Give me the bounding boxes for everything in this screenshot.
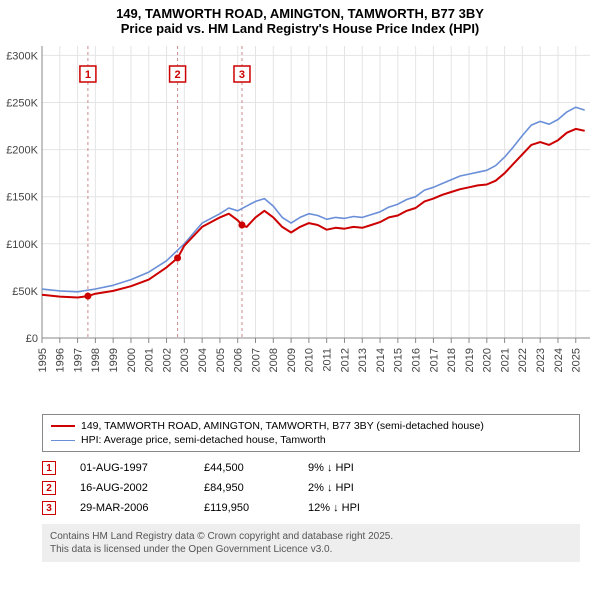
legend-label: 149, TAMWORTH ROAD, AMINGTON, TAMWORTH, …	[81, 420, 484, 432]
svg-text:£250K: £250K	[6, 98, 38, 110]
svg-text:1996: 1996	[55, 348, 67, 372]
figure-container: 149, TAMWORTH ROAD, AMINGTON, TAMWORTH, …	[0, 0, 600, 562]
sale-diff: 12% ↓ HPI	[308, 502, 388, 514]
svg-text:£150K: £150K	[6, 192, 38, 204]
svg-text:1998: 1998	[90, 348, 102, 372]
svg-text:1: 1	[85, 69, 91, 81]
sales-table: 1 01-AUG-1997 £44,500 9% ↓ HPI 2 16-AUG-…	[42, 458, 580, 518]
svg-text:2007: 2007	[250, 348, 262, 372]
footer-line: This data is licensed under the Open Gov…	[50, 543, 572, 556]
svg-text:2019: 2019	[464, 348, 476, 372]
svg-text:3: 3	[239, 69, 245, 81]
svg-text:2005: 2005	[215, 348, 227, 372]
title-block: 149, TAMWORTH ROAD, AMINGTON, TAMWORTH, …	[0, 0, 600, 38]
svg-text:£0: £0	[26, 333, 38, 345]
legend-label: HPI: Average price, semi-detached house,…	[81, 434, 326, 446]
title-subtitle: Price paid vs. HM Land Registry's House …	[10, 21, 590, 36]
svg-text:£50K: £50K	[12, 286, 38, 298]
svg-text:£200K: £200K	[6, 145, 38, 157]
svg-text:£300K: £300K	[6, 50, 38, 62]
sale-price: £84,950	[204, 482, 284, 494]
sale-date: 29-MAR-2006	[80, 502, 180, 514]
svg-text:2021: 2021	[499, 348, 511, 372]
svg-text:2015: 2015	[393, 348, 405, 372]
sale-date: 01-AUG-1997	[80, 462, 180, 474]
svg-text:2012: 2012	[339, 348, 351, 372]
svg-text:2020: 2020	[482, 348, 494, 372]
svg-text:2001: 2001	[144, 348, 156, 372]
svg-text:£100K: £100K	[6, 239, 38, 251]
footer-line: Contains HM Land Registry data © Crown c…	[50, 530, 572, 543]
svg-text:2017: 2017	[428, 348, 440, 372]
svg-text:2014: 2014	[375, 348, 387, 372]
svg-text:2022: 2022	[517, 348, 529, 372]
svg-text:2011: 2011	[322, 348, 334, 372]
legend-item: HPI: Average price, semi-detached house,…	[51, 433, 571, 447]
sale-diff: 9% ↓ HPI	[308, 462, 388, 474]
svg-text:2023: 2023	[535, 348, 547, 372]
svg-text:2002: 2002	[161, 348, 173, 372]
sale-marker-box: 1	[42, 461, 56, 475]
legend-swatch	[51, 440, 75, 441]
svg-text:2010: 2010	[304, 348, 316, 372]
svg-text:2004: 2004	[197, 348, 209, 372]
sale-price: £44,500	[204, 462, 284, 474]
sale-marker-box: 3	[42, 501, 56, 515]
legend-swatch	[51, 425, 75, 427]
svg-text:1997: 1997	[72, 348, 84, 372]
sale-marker-box: 2	[42, 481, 56, 495]
table-row: 3 29-MAR-2006 £119,950 12% ↓ HPI	[42, 498, 580, 518]
table-row: 1 01-AUG-1997 £44,500 9% ↓ HPI	[42, 458, 580, 478]
svg-text:2006: 2006	[233, 348, 245, 372]
svg-text:1999: 1999	[108, 348, 120, 372]
title-address: 149, TAMWORTH ROAD, AMINGTON, TAMWORTH, …	[10, 6, 590, 21]
legend: 149, TAMWORTH ROAD, AMINGTON, TAMWORTH, …	[42, 414, 580, 452]
svg-text:2008: 2008	[268, 348, 280, 372]
svg-text:2013: 2013	[357, 348, 369, 372]
svg-text:2016: 2016	[410, 348, 422, 372]
legend-item: 149, TAMWORTH ROAD, AMINGTON, TAMWORTH, …	[51, 419, 571, 433]
chart-area: £0 £50K £100K £150K £200K £250K £300K 1995 1996 1…	[0, 38, 600, 408]
sale-diff: 2% ↓ HPI	[308, 482, 388, 494]
svg-text:2000: 2000	[126, 348, 138, 372]
svg-text:2009: 2009	[286, 348, 298, 372]
table-row: 2 16-AUG-2002 £84,950 2% ↓ HPI	[42, 478, 580, 498]
svg-text:2: 2	[175, 69, 181, 81]
sale-date: 16-AUG-2002	[80, 482, 180, 494]
sale-price: £119,950	[204, 502, 284, 514]
footer-attribution: Contains HM Land Registry data © Crown c…	[42, 524, 580, 562]
svg-text:1995: 1995	[37, 348, 49, 372]
chart-svg: £0 £50K £100K £150K £200K £250K £300K 1995 1996 1…	[0, 38, 600, 408]
svg-text:2003: 2003	[179, 348, 191, 372]
svg-text:2025: 2025	[571, 348, 583, 372]
svg-text:2024: 2024	[553, 348, 565, 372]
svg-text:2018: 2018	[446, 348, 458, 372]
